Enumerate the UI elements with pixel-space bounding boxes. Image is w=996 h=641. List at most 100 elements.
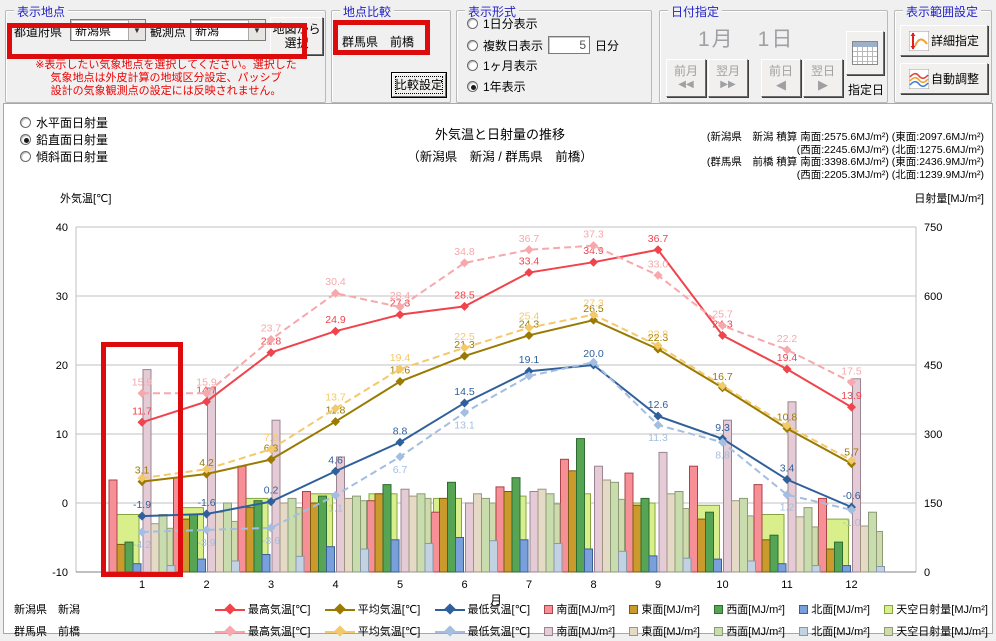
location-compare-groupbox: 地点比較 群馬県 前橋 比較設定 (331, 3, 451, 103)
legend-box-swatch (884, 604, 894, 614)
svg-text:37.3: 37.3 (583, 229, 604, 241)
date-select-groupbox: 日付指定 1月 1日 前月 ◀◀ 翌月 ▶▶ 前日 ◀ 翌日 ▶ 指定日 (659, 3, 888, 103)
legend-box-swatch (799, 626, 809, 636)
format-radio-3[interactable] (467, 81, 478, 92)
svg-text:23.7: 23.7 (261, 322, 282, 334)
prev-month-button[interactable]: 前月 ◀◀ (666, 59, 706, 97)
svg-text:16.7: 16.7 (712, 371, 733, 383)
select-from-map-button[interactable]: 地図から 選択 (270, 17, 323, 55)
auto-adjust-button[interactable]: 自動調整 (900, 63, 988, 94)
range-settings-groupbox: 表示範囲設定 詳細指定 自動調整 (894, 3, 992, 103)
prefecture-value: 新潟県 (75, 23, 112, 38)
next-month-arrows-icon: ▶▶ (720, 79, 736, 90)
detail-range-button[interactable]: 詳細指定 (900, 25, 988, 56)
legend-item-label: 北面[MJ/m²] (811, 626, 870, 638)
svg-text:26.5: 26.5 (583, 303, 604, 315)
radiation-radio-1[interactable] (20, 134, 31, 145)
prefecture-dropdown-arrow-icon[interactable]: ▼ (128, 20, 145, 40)
legend-item-label: 天空日射量[MJ/m²] (896, 626, 988, 638)
format-option-0[interactable]: 1日分表示 (467, 15, 538, 32)
svg-text:9.3: 9.3 (715, 422, 730, 434)
display-location-groupbox: 表示地点 都道府県 新潟県 ▼ 観測点 新潟 ▼ 地図から 選択 ※表示したい気… (5, 3, 326, 103)
format-label-1: 複数日表示 (483, 38, 544, 53)
format-option-1[interactable]: 複数日表示 5 日分 (467, 36, 619, 54)
svg-text:-3.9: -3.9 (197, 537, 215, 549)
legend-item-1-3: 南面[MJ/m²] (544, 623, 615, 639)
svg-text:8: 8 (590, 579, 596, 591)
station-select[interactable]: 新潟 ▼ (190, 19, 266, 41)
legend-item-1-5: 西面[MJ/m²] (714, 623, 785, 639)
legend-box-swatch (544, 604, 554, 614)
svg-text:3: 3 (268, 579, 274, 591)
svg-text:36.7: 36.7 (648, 233, 669, 245)
svg-text:-4.2: -4.2 (133, 539, 151, 551)
legend-item-0-0: 最高気温[℃] (215, 601, 310, 617)
radiation-option-1[interactable]: 鉛直面日射量 (20, 131, 108, 148)
svg-text:22.2: 22.2 (777, 333, 798, 345)
legend-item-0-5: 西面[MJ/m²] (714, 601, 785, 617)
radiation-label-0: 水平面日射量 (36, 116, 109, 130)
format-option-2[interactable]: 1ヶ月表示 (467, 57, 538, 74)
totals-niigata-line1: (新潟県 新潟 積算 南面:2575.6MJ/m²) (東面:2097.6MJ/… (706, 131, 984, 143)
svg-text:25.4: 25.4 (519, 311, 540, 323)
legend-item-0-4: 東面[MJ/m²] (629, 601, 700, 617)
multi-day-count-input[interactable]: 5 (548, 36, 591, 54)
display-format-groupbox: 表示形式 1日分表示 複数日表示 5 日分 1ヶ月表示 1年表示 (456, 3, 652, 103)
line-series: 15.9 15.9 23.7 30.4 28.4 34.8 36.7 37.3 33.0 25.7… (132, 229, 862, 398)
svg-text:27.3: 27.3 (583, 298, 604, 310)
svg-text:14.5: 14.5 (454, 386, 475, 398)
legend-item-1-1: 平均気温[℃] (324, 623, 420, 639)
svg-text:0: 0 (924, 567, 930, 579)
next-day-button[interactable]: 翌日 ▶ (803, 59, 843, 97)
legend-item-label: 最高気温[℃] (248, 626, 311, 638)
legend-box-swatch (629, 626, 639, 636)
compare-settings-button[interactable]: 比較設定 (392, 73, 446, 97)
legend-item-label: 最低気温[℃] (467, 626, 531, 638)
svg-text:15.9: 15.9 (132, 376, 153, 388)
legend-box-swatch (714, 626, 724, 636)
chart-subtitle: （新潟県 新潟 / 群馬県 前橋） (407, 150, 593, 164)
legend-item-0-1: 平均気温[℃] (324, 601, 420, 617)
svg-text:30: 30 (56, 291, 68, 303)
legend-item-label: 天空日射量[MJ/m²] (896, 604, 988, 616)
radiation-option-0[interactable]: 水平面日射量 (20, 114, 108, 131)
format-radio-1[interactable] (467, 39, 478, 51)
right-axis-title: 日射量[MJ/m²] (914, 193, 984, 205)
bar-series (142, 369, 861, 573)
svg-text:-1.9: -1.9 (133, 499, 151, 511)
svg-text:33.4: 33.4 (519, 256, 540, 268)
format-label-0: 1日分表示 (483, 17, 538, 31)
next-month-button[interactable]: 翌月 ▶▶ (708, 59, 748, 97)
radiation-radio-2[interactable] (20, 151, 31, 162)
svg-text:4.2: 4.2 (199, 457, 214, 469)
prev-day-button[interactable]: 前日 ◀ (761, 59, 801, 97)
svg-text:0.2: 0.2 (264, 485, 279, 497)
legend-line-swatch (434, 625, 465, 637)
legend-item-label: 南面[MJ/m²] (556, 626, 616, 638)
svg-text:13.7: 13.7 (325, 391, 346, 403)
totals-maebashi-line1: (群馬県 前橋 積算 南面:3398.6MJ/m²) (東面:2436.9MJ/… (706, 156, 984, 168)
line-series: -4.2 -3.9 -3.6 1.1 6.7 13.1 11.3 8.8 1.2 -1.0 (133, 357, 861, 551)
legend-item-label: 西面[MJ/m²] (726, 626, 785, 638)
multi-day-count-suffix: 日分 (595, 38, 620, 53)
format-radio-0[interactable] (467, 18, 478, 29)
legend-item-label: 南面[MJ/m²] (556, 604, 616, 616)
svg-text:-0.6: -0.6 (842, 490, 860, 502)
legend-box-swatch (799, 604, 809, 614)
svg-text:月: 月 (490, 593, 502, 605)
radiation-radio-0[interactable] (20, 117, 31, 128)
station-dropdown-arrow-icon[interactable]: ▼ (248, 20, 265, 40)
radiation-option-2[interactable]: 傾斜面日射量 (20, 148, 108, 165)
legend-line-swatch (215, 625, 245, 637)
prefecture-select[interactable]: 新潟県 ▼ (70, 19, 146, 41)
svg-text:20: 20 (56, 360, 68, 372)
legend-box-swatch (884, 626, 894, 636)
format-radio-2[interactable] (467, 60, 478, 71)
svg-text:450: 450 (924, 360, 942, 372)
svg-text:0: 0 (62, 498, 68, 510)
format-option-3[interactable]: 1年表示 (467, 78, 526, 95)
calendar-button[interactable] (846, 31, 884, 75)
bar-series (150, 479, 869, 573)
svg-text:1.2: 1.2 (780, 502, 795, 514)
